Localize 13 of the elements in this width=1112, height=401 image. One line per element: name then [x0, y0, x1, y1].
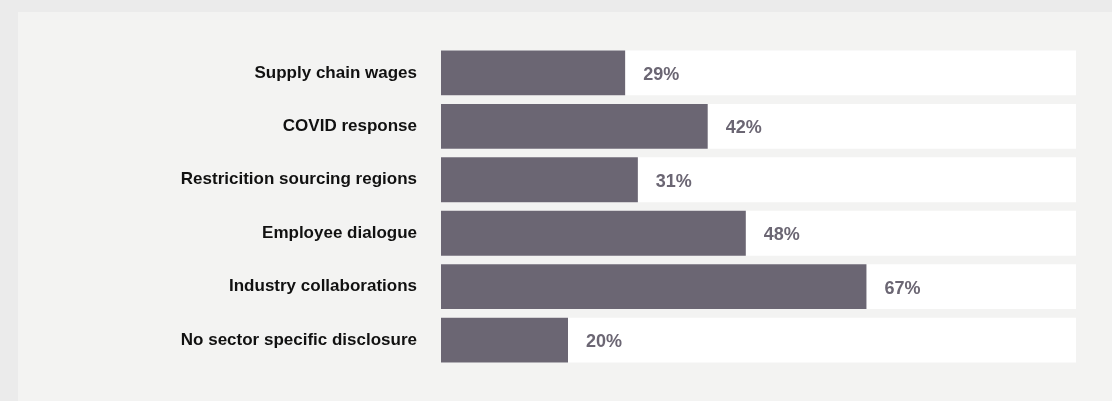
data-label: 48%	[763, 224, 800, 245]
y-tick-label: No sector specific disclosure	[180, 329, 417, 349]
y-tick-label: Restricition sourcing regions	[180, 169, 417, 189]
data-label: 67%	[884, 277, 921, 298]
y-tick-label: Supply chain wages	[254, 62, 417, 82]
y-tick-label: Employee dialogue	[262, 222, 417, 242]
bar	[441, 317, 568, 363]
data-label: 20%	[586, 331, 623, 352]
y-tick-label: COVID response	[282, 116, 417, 136]
data-label: 29%	[643, 63, 680, 84]
data-label: 42%	[725, 117, 762, 138]
data-label: 31%	[655, 170, 692, 191]
y-tick-label: Industry collaborations	[229, 276, 417, 296]
